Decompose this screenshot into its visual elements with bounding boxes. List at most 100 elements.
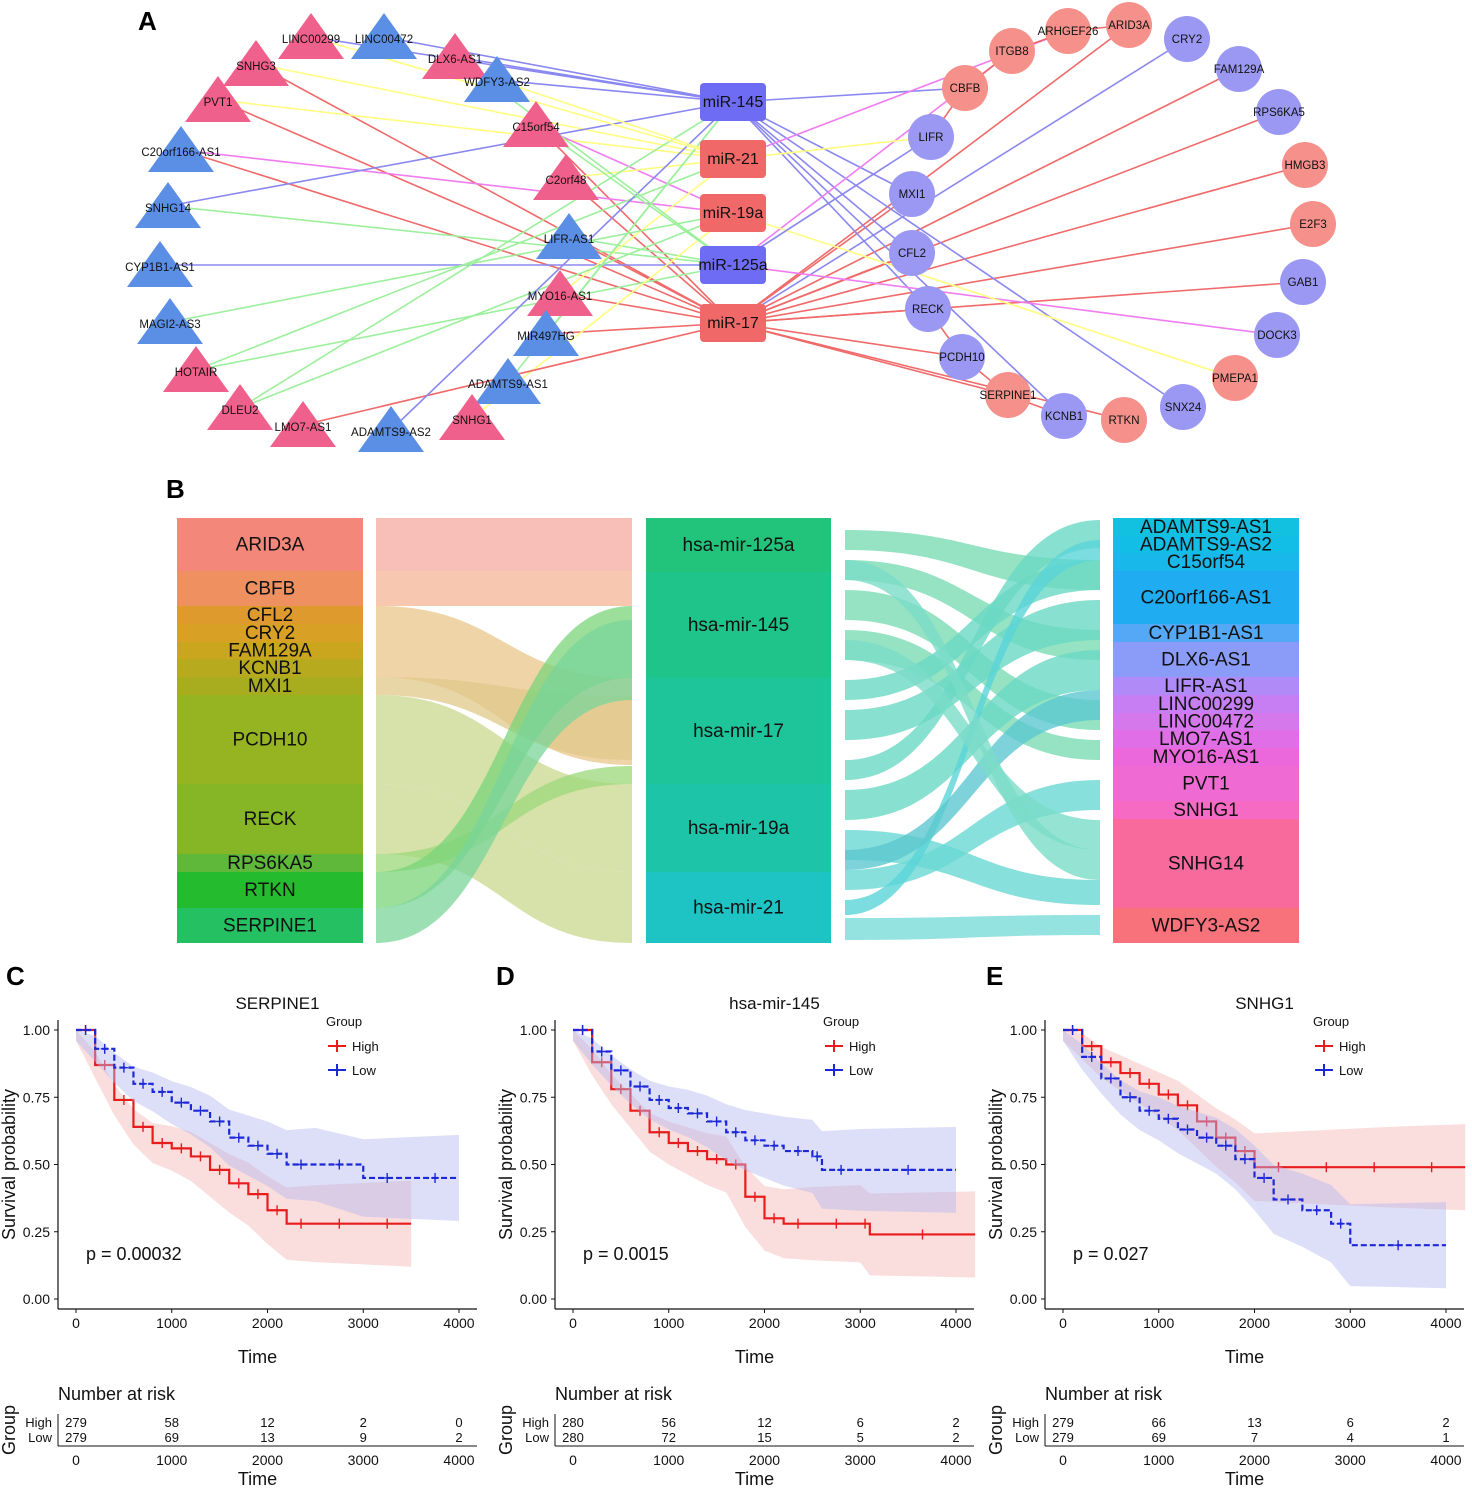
sankey-flow (845, 915, 1100, 940)
circle-icon (985, 372, 1031, 418)
censor-mark (177, 1097, 186, 1108)
x-tick-label: 2000 (252, 1315, 283, 1331)
sankey-node-label: hsa-mir-19a (688, 818, 790, 839)
censor-mark (904, 1164, 913, 1175)
mrna-label: GAB1 (1288, 277, 1319, 289)
risk-low-value: 279 (1052, 1430, 1074, 1445)
mrna-node: CBFB (942, 65, 988, 111)
network-edge (732, 101, 929, 310)
risk-low-value: 69 (165, 1430, 179, 1445)
mrna-node: ITGB8 (989, 28, 1035, 74)
mrna-label: MXI1 (899, 189, 926, 201)
p-value: p = 0.027 (1073, 1244, 1149, 1264)
network-edge (169, 212, 734, 323)
risk-low-value: 15 (757, 1430, 771, 1445)
lncrna-label: MIR497HG (517, 331, 575, 343)
risk-x-axis-label: Time (238, 1469, 277, 1488)
legend-label: High (849, 1039, 876, 1054)
x-axis-label: Time (238, 1347, 277, 1367)
network-nodes: LINC00299 LINC00472 DLX6-AS1 SNHG3 WDFY3-AS2… (125, 2, 1336, 452)
risk-low-value: 2 (455, 1430, 462, 1445)
sankey-node (177, 784, 363, 854)
sankey-node (646, 678, 831, 784)
lncrna-label: ADAMTS9-AS1 (468, 379, 548, 391)
lncrna-node: SNHG3 (223, 40, 289, 86)
sankey-node-label: CRY2 (245, 623, 295, 644)
km-plot-1: SERPINE1 0.00 0.25 0.50 0.75 1.00 0 1000 2000 300… (0, 994, 477, 1488)
mrna-node: MXI1 (889, 171, 935, 217)
y-tick-label: 0.75 (1010, 1089, 1037, 1105)
network-edge (255, 63, 734, 324)
censor-mark (1106, 1057, 1115, 1068)
mrna-node: SERPINE1 (980, 372, 1037, 418)
censor-mark (1394, 1240, 1403, 1251)
mrna-label: RPS6KA5 (1253, 107, 1305, 119)
x-tick-label: 1000 (1143, 1315, 1174, 1331)
km-plot-2: hsa-mir-145 0.00 0.25 0.50 0.75 1.00 0 1000 2000… (496, 994, 976, 1488)
circle-icon (908, 114, 954, 160)
censor-mark (655, 1094, 664, 1105)
censor-mark (693, 1146, 702, 1157)
censor-mark (712, 1154, 721, 1165)
mrna-label: CBFB (950, 83, 981, 95)
sankey-node-label: MYO16-AS1 (1153, 747, 1260, 768)
mrna-label: KCNB1 (1045, 411, 1083, 423)
legend-key (1315, 1064, 1333, 1076)
risk-x-tick-label: 3000 (1335, 1452, 1366, 1468)
sankey-node-label: LIFR-AS1 (1164, 676, 1247, 697)
triangle-icon (135, 182, 201, 228)
y-tick-label: 0.75 (23, 1089, 50, 1105)
censor-mark (1370, 1162, 1379, 1173)
mirna-label: miR-17 (707, 315, 759, 332)
mrna-node: GAB1 (1280, 259, 1326, 305)
sankey-flow (845, 520, 1100, 780)
mrna-node: ARID3A (1106, 2, 1152, 48)
lncrna-label: LINC00472 (355, 34, 413, 46)
lncrna-label: CYP1B1-AS1 (125, 262, 195, 274)
sankey-node-label: hsa-mir-21 (693, 898, 784, 919)
lncrna-node: SNHG14 (135, 182, 201, 228)
censor-mark (1202, 1132, 1211, 1143)
sankey-node (1113, 748, 1299, 766)
sankey-node-label: C15orf54 (1167, 552, 1246, 573)
mrna-label: HMGB3 (1285, 160, 1326, 172)
lncrna-node: DLX6-AS1 (422, 33, 488, 79)
censor-mark (234, 1178, 243, 1189)
panel-label-e: E (986, 961, 1003, 991)
y-tick-label: 0.00 (23, 1291, 50, 1307)
risk-x-tick-label: 4000 (940, 1452, 971, 1468)
risk-low-value: 5 (857, 1430, 864, 1445)
risk-low-label: Low (525, 1430, 549, 1445)
sankey-flow (376, 620, 632, 943)
sankey-flow (845, 640, 1100, 850)
sankey-node-label: RTKN (244, 880, 295, 901)
mrna-node: CFL2 (889, 230, 935, 276)
mrna-label: RECK (912, 304, 944, 316)
y-axis-label: Survival probability (986, 1089, 1006, 1240)
censor-mark (383, 1218, 392, 1229)
mirna-node: miR-125a (698, 246, 768, 284)
censor-mark (1126, 1068, 1135, 1079)
network-edge (239, 212, 734, 409)
mirna-label: miR-145 (703, 94, 764, 111)
network-edge (732, 38, 1188, 324)
sankey-node-label: ARID3A (236, 535, 305, 556)
censor-mark (794, 1218, 803, 1229)
censor-mark (177, 1143, 186, 1154)
censor-mark (1221, 1140, 1230, 1151)
risk-high-value: 279 (1052, 1415, 1074, 1430)
sankey-node (1113, 571, 1299, 624)
x-tick-label: 4000 (940, 1315, 971, 1331)
lncrna-label: WDFY3-AS2 (464, 77, 530, 89)
lncrna-node: ADAMTS9-AS1 (468, 358, 548, 404)
legend-label: Low (849, 1063, 873, 1078)
risk-group-axis: Group (986, 1405, 1006, 1455)
y-tick-label: 1.00 (520, 1022, 547, 1038)
mrna-label: DOCK3 (1257, 330, 1297, 342)
mrna-label: SERPINE1 (980, 390, 1037, 402)
sankey-flow (845, 600, 1100, 740)
circle-icon (939, 334, 985, 380)
sankey-flows (376, 518, 1100, 943)
